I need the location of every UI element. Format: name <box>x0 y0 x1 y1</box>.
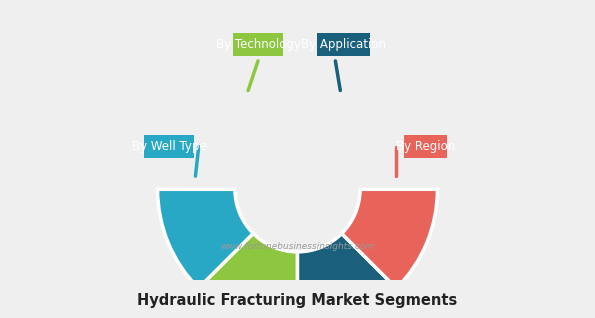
Wedge shape <box>199 233 298 318</box>
Text: By Well Type: By Well Type <box>131 140 206 153</box>
FancyBboxPatch shape <box>145 135 194 158</box>
Wedge shape <box>298 233 396 318</box>
Text: By Region: By Region <box>396 140 456 153</box>
Text: www.fortunebusinessinsights.com: www.fortunebusinessinsights.com <box>220 242 375 252</box>
FancyBboxPatch shape <box>317 33 370 56</box>
Text: By Technology: By Technology <box>215 38 300 51</box>
Wedge shape <box>342 189 437 288</box>
FancyBboxPatch shape <box>233 33 283 56</box>
Text: Hydraulic Fracturing Market Segments: Hydraulic Fracturing Market Segments <box>137 294 458 308</box>
Text: By Application: By Application <box>301 38 386 51</box>
Wedge shape <box>158 189 253 288</box>
FancyBboxPatch shape <box>405 135 447 158</box>
